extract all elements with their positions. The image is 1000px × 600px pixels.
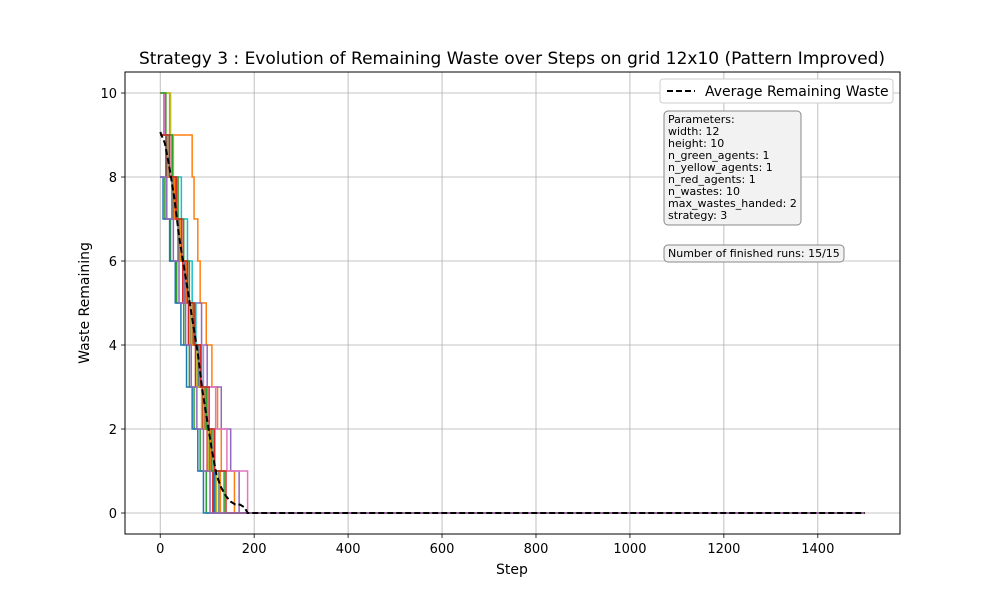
parameters-box: Parameters: width: 12 height: 10 n_green… (663, 110, 802, 226)
series-line-run-12 (160, 134, 865, 514)
series-line-run-15 (160, 176, 865, 514)
y-tick-label: 10 (100, 87, 117, 102)
y-tick-label: 4 (109, 339, 117, 354)
parameter-width: width: 12 (668, 125, 720, 138)
finished-runs-label: Number of finished runs: 15/15 (668, 247, 840, 260)
finished-runs-frame (663, 244, 845, 263)
parameter-n-red-agents: n_red_agents: 1 (668, 173, 756, 186)
y-tick-label: 2 (109, 423, 117, 438)
series-line-run-8 (160, 134, 865, 514)
x-tick-label: 0 (156, 542, 164, 557)
x-tick-label: 1200 (707, 542, 740, 557)
y-tick-label: 6 (109, 255, 117, 270)
x-tick-label: 200 (242, 542, 267, 557)
x-axis-label: Step (496, 562, 528, 578)
parameters-box-frame (663, 110, 802, 226)
x-axis-ticks: 0 200 400 600 800 1000 1200 1400 (156, 534, 834, 557)
average-remaining-waste-line (159, 131, 865, 514)
parameter-n-yellow-agents: n_yellow_agents: 1 (668, 161, 773, 174)
series-line-run-2 (160, 92, 865, 514)
legend-box (659, 78, 894, 104)
x-tick-label: 1400 (801, 542, 834, 557)
legend-average-label: Average Remaining Waste (705, 84, 889, 100)
y-axis-label: Waste Remaining (77, 242, 93, 364)
plot-frame (124, 71, 901, 535)
parameter-n-green-agents: n_green_agents: 1 (668, 149, 769, 162)
parameter-max-wastes-handed: max_wastes_handed: 2 (668, 197, 797, 210)
y-tick-label: 0 (109, 507, 117, 522)
y-tick-label: 8 (109, 171, 117, 186)
x-tick-label: 400 (336, 542, 361, 557)
average-line-layer (159, 131, 865, 514)
parameter-height: height: 10 (668, 137, 724, 150)
y-axis-ticks: 0 2 4 6 8 10 (100, 87, 125, 522)
parameter-n-wastes: n_wastes: 10 (668, 185, 740, 198)
x-tick-label: 600 (430, 542, 455, 557)
x-tick-label: 1000 (613, 542, 646, 557)
legend: Average Remaining Waste (659, 78, 894, 104)
x-tick-label: 800 (524, 542, 549, 557)
parameter-strategy: strategy: 3 (668, 209, 727, 222)
parameters-title: Parameters: (668, 113, 735, 126)
finished-runs-box: Number of finished runs: 15/15 (663, 244, 845, 263)
chart-title: Strategy 3 : Evolution of Remaining Wast… (139, 49, 885, 69)
